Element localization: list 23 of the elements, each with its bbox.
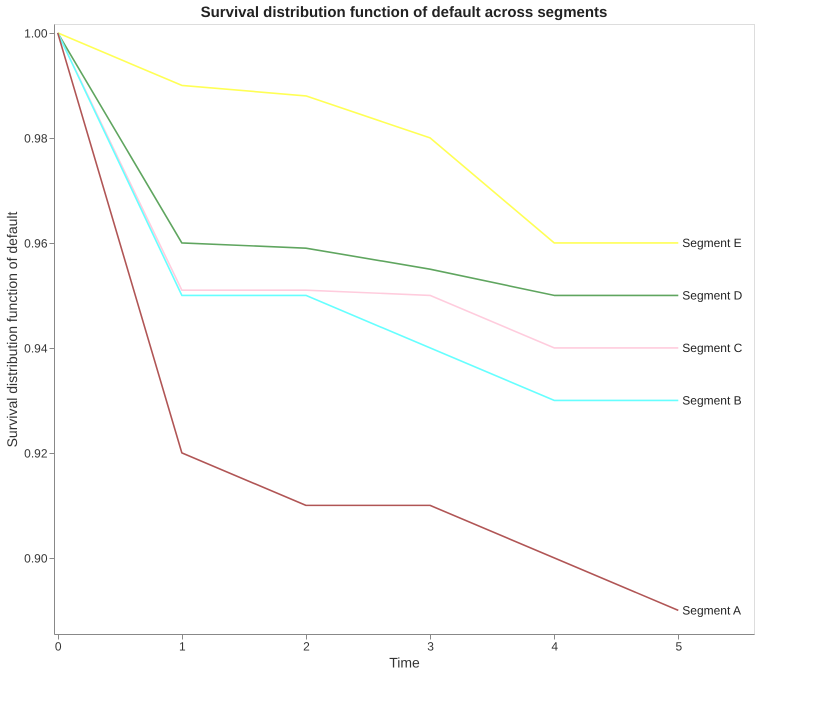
x-tick-label: 0: [54, 640, 62, 654]
chart-title: Survival distribution function of default across segments: [200, 4, 608, 21]
y-tick-label: 1.00: [24, 26, 48, 40]
x-tick-label: 1: [178, 640, 186, 654]
y-tick-label: 0.92: [24, 446, 48, 460]
x-tick-label: 4: [551, 640, 558, 654]
y-axis-title: Survival distribution function of default: [4, 211, 20, 448]
series-label: Segment D: [682, 288, 743, 302]
x-tick-label: 5: [675, 640, 682, 654]
series-label: Segment B: [682, 393, 742, 408]
series-label: Segment A: [682, 603, 742, 618]
line-series: [56, 32, 680, 296]
series-label: Segment E: [682, 236, 742, 250]
x-tick-label: 2: [303, 640, 310, 654]
x-axis-title: Time: [389, 654, 420, 670]
series-label: Segment C: [682, 340, 743, 355]
x-tick-label: 3: [427, 640, 434, 654]
line-series: [56, 32, 680, 612]
line-series: [56, 32, 680, 244]
y-tick-label: 0.94: [24, 341, 48, 356]
y-tick-label: 0.98: [24, 131, 48, 146]
y-tick-label: 0.90: [24, 551, 48, 566]
y-tick-label: 0.96: [24, 236, 48, 250]
